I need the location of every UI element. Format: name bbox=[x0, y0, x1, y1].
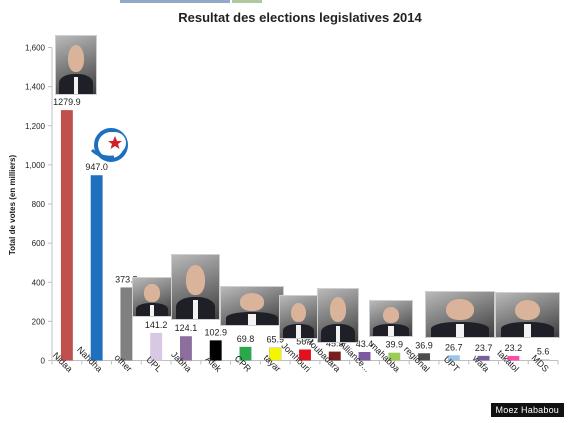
nahdha-logo bbox=[90, 128, 128, 162]
chart-title: Resultat des elections legislatives 2014 bbox=[178, 10, 422, 25]
value-label: 65.9 bbox=[266, 335, 284, 345]
upl-leader-photo bbox=[132, 277, 172, 317]
y-tick-label: 600 bbox=[32, 239, 46, 248]
value-label: 23.7 bbox=[475, 343, 493, 353]
y-tick-label: 1,600 bbox=[25, 44, 46, 53]
bar-moubadara bbox=[328, 351, 341, 361]
moubadara-leader-photo bbox=[317, 288, 359, 343]
upt-leader-photo bbox=[425, 291, 495, 338]
value-label: 45.5 bbox=[326, 339, 344, 349]
bar-jomhouri bbox=[299, 349, 311, 361]
credit-label: Moez Hababou bbox=[490, 403, 564, 417]
top-decoration-strip bbox=[0, 0, 570, 6]
value-labels-group: 1279.9 947.0 373.5 141.2 124.1 102.9 69.8 65.9 5… bbox=[53, 97, 549, 356]
y-tick-label: 200 bbox=[32, 317, 46, 326]
bar-nidaa bbox=[60, 110, 73, 361]
value-label: 23.2 bbox=[505, 343, 523, 353]
bar-nahdha bbox=[90, 175, 103, 361]
bar-upt bbox=[447, 355, 460, 361]
bar-mds bbox=[536, 359, 550, 361]
takatol-leader-photo bbox=[495, 292, 560, 338]
bar-mahabba bbox=[388, 352, 401, 361]
value-label: 36.9 bbox=[415, 340, 433, 350]
y-tick-label: 1,400 bbox=[25, 83, 46, 92]
bar-takatol bbox=[507, 355, 520, 361]
y-axis: 0 200 400 600 800 1,000 1,200 1,400 1,600 bbox=[25, 44, 53, 366]
value-label: 124.1 bbox=[175, 323, 198, 333]
value-label: 102.9 bbox=[204, 327, 227, 337]
value-label: 39.9 bbox=[386, 340, 404, 350]
value-label: 1279.9 bbox=[53, 97, 81, 107]
bar-other bbox=[120, 287, 133, 361]
value-label: 26.7 bbox=[445, 342, 463, 352]
bar-jabha bbox=[179, 336, 192, 361]
y-tick-label: 0 bbox=[41, 357, 46, 366]
top-decoration-green bbox=[232, 0, 262, 3]
value-label: 56.2 bbox=[296, 337, 314, 347]
bar-cpr bbox=[239, 346, 252, 361]
value-label: 947.0 bbox=[85, 162, 108, 172]
jomhouri-leader-photo bbox=[279, 295, 318, 339]
y-tick-label: 800 bbox=[32, 200, 46, 209]
bar-upl bbox=[150, 332, 163, 361]
mahabba-leader-photo bbox=[369, 300, 413, 337]
y-tick-label: 1,200 bbox=[25, 122, 46, 131]
value-label: 141.2 bbox=[145, 320, 168, 330]
nidaa-leader-photo bbox=[55, 35, 97, 95]
bars-group bbox=[60, 110, 550, 361]
value-label: 69.8 bbox=[237, 334, 255, 344]
value-label: 5.6 bbox=[537, 346, 550, 356]
value-label: 43.4 bbox=[356, 339, 374, 349]
bar-regional bbox=[418, 353, 431, 361]
bar-afek bbox=[209, 340, 222, 361]
top-decoration-blue bbox=[120, 0, 230, 3]
value-label: 373.5 bbox=[115, 274, 138, 284]
bar-alliance bbox=[358, 352, 371, 361]
bar-tayar bbox=[269, 347, 282, 361]
jabha-leader-photo bbox=[171, 254, 220, 320]
y-axis-label: Total de votes (en milliers) bbox=[8, 155, 17, 256]
y-tick-label: 400 bbox=[32, 278, 46, 287]
cpr-leader-photo bbox=[220, 286, 284, 326]
y-tick-label: 1,000 bbox=[25, 161, 46, 170]
bar-wafa bbox=[477, 355, 490, 361]
